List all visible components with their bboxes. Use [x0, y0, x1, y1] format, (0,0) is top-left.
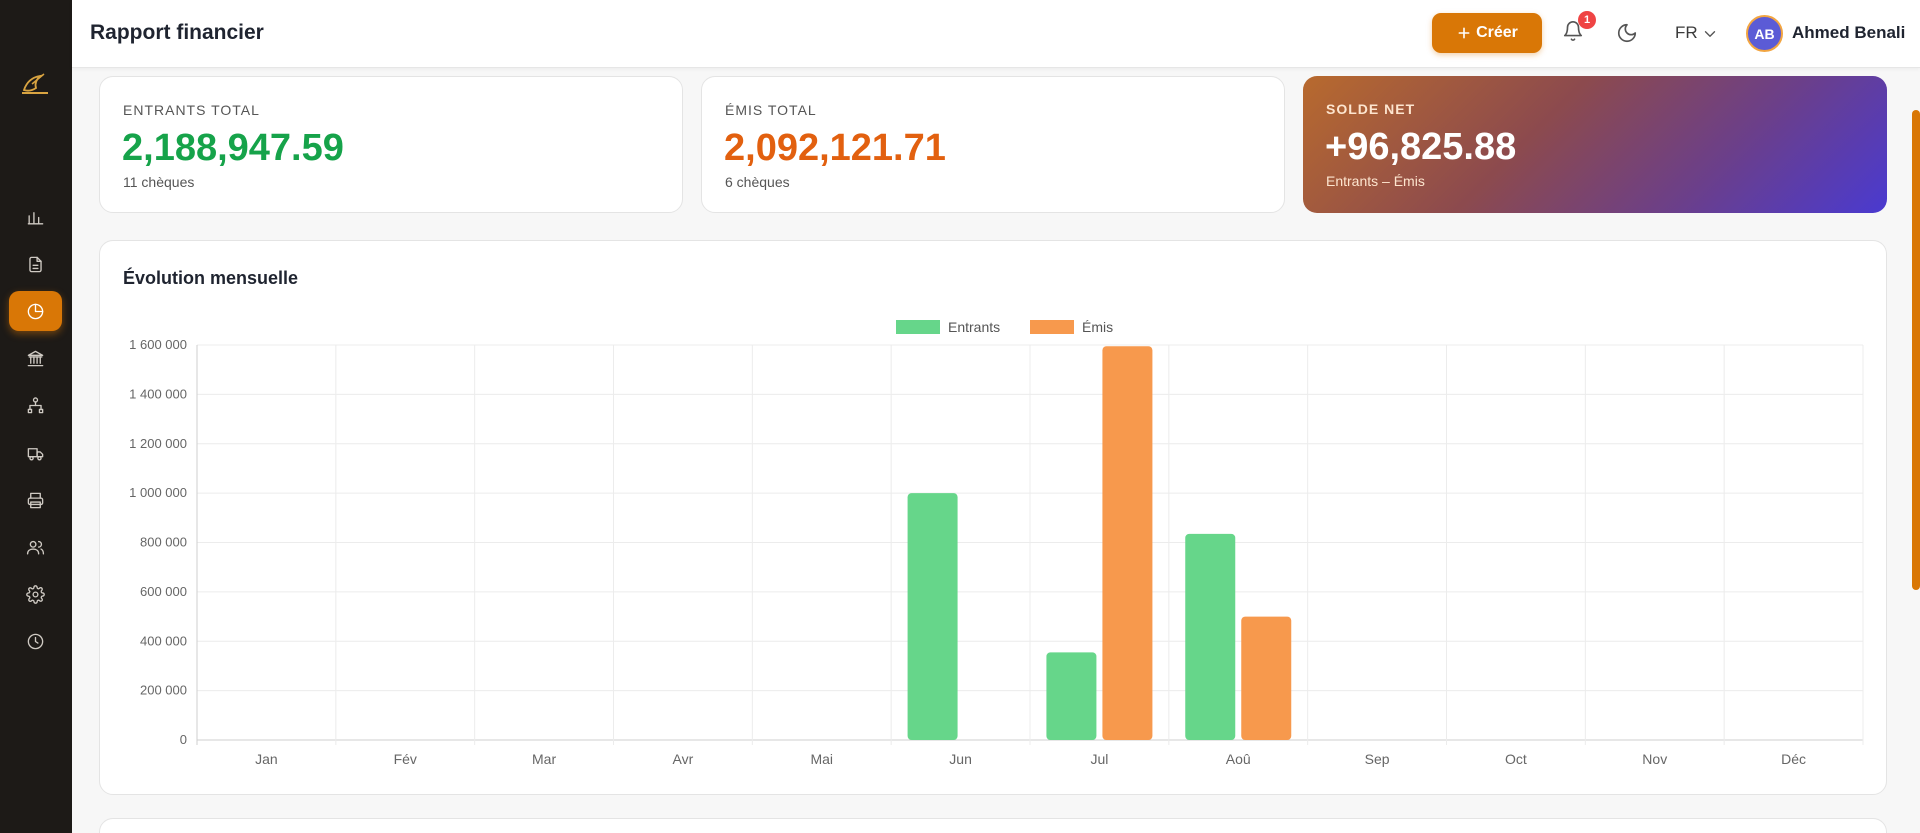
sidebar-item-network[interactable] — [9, 386, 62, 426]
sidebar-item-users[interactable] — [9, 527, 62, 567]
sidebar-item-settings[interactable] — [9, 575, 62, 615]
incoming-total-card: ENTRANTS TOTAL 2,188,947.59 11 chèques — [99, 76, 683, 213]
x-tick-label: Mar — [532, 751, 556, 767]
bar-entrants — [907, 493, 958, 740]
pie-chart-icon — [27, 303, 44, 320]
legend-label: Entrants — [948, 319, 1000, 335]
x-tick-label: Mai — [810, 751, 833, 767]
net-balance-card: SOLDE NET +96,825.88 Entrants – Émis — [1303, 76, 1887, 213]
sidebar-item-clock[interactable] — [9, 622, 62, 662]
y-tick-label: 1 000 000 — [129, 485, 187, 500]
chart-title: Évolution mensuelle — [123, 268, 299, 288]
issued-count: 6 chèques — [725, 174, 790, 190]
document-icon — [29, 256, 42, 272]
y-tick-label: 400 000 — [140, 633, 187, 648]
bar-chart-icon — [27, 211, 44, 225]
incoming-count: 11 chèques — [123, 174, 195, 190]
sidebar-item-pie-chart[interactable] — [9, 291, 62, 332]
bell-icon[interactable] — [1562, 20, 1588, 46]
bar-émis — [1241, 616, 1292, 740]
page-title: Rapport financier — [90, 21, 264, 44]
net-balance-value: +96,825.88 — [1325, 126, 1517, 168]
notification-badge: 1 — [1578, 11, 1596, 29]
truck-icon — [27, 447, 44, 461]
bar-entrants — [1046, 652, 1097, 740]
y-tick-label: 600 000 — [140, 584, 187, 599]
chevron-down-icon[interactable] — [1701, 25, 1719, 43]
y-tick-label: 1 200 000 — [129, 436, 187, 451]
monthly-chart-card: Évolution mensuelle 0 200 000 400 000 600 0… — [99, 240, 1887, 795]
sidebar-item-bar-chart[interactable] — [9, 197, 62, 237]
issued-total-label: ÉMIS TOTAL — [725, 102, 817, 118]
page-scrollbar[interactable] — [1912, 110, 1920, 590]
network-icon — [27, 397, 44, 414]
sidebar-item-truck[interactable] — [9, 433, 62, 473]
x-tick-label: Sep — [1365, 751, 1390, 767]
bar-émis — [1102, 346, 1153, 740]
settings-icon — [26, 585, 45, 604]
legend-swatch — [1030, 320, 1074, 334]
secondary-card — [99, 818, 1887, 833]
issued-total-value: 2,092,121.71 — [724, 127, 946, 169]
sidebar-item-printer[interactable] — [9, 480, 62, 520]
y-tick-label: 1 400 000 — [129, 386, 187, 401]
x-tick-label: Nov — [1642, 751, 1667, 767]
sidebar-item-bank[interactable] — [9, 339, 62, 379]
bar-entrants — [1185, 533, 1236, 740]
sidebar — [0, 0, 72, 833]
x-tick-label: Jul — [1090, 751, 1108, 767]
x-tick-label: Jun — [949, 751, 972, 767]
plus-icon — [1458, 27, 1470, 39]
legend-swatch — [896, 320, 940, 334]
y-tick-label: 0 — [180, 732, 187, 747]
bank-icon — [27, 350, 44, 367]
create-button[interactable]: Créer — [1432, 13, 1542, 53]
printer-icon — [27, 492, 44, 508]
x-tick-label: Oct — [1505, 751, 1527, 767]
create-label: Créer — [1476, 24, 1518, 41]
net-balance-label: SOLDE NET — [1326, 101, 1416, 117]
x-tick-label: Fév — [394, 751, 417, 767]
user-name[interactable]: Ahmed Benali — [1792, 23, 1906, 42]
clock-icon — [27, 633, 44, 650]
incoming-total-label: ENTRANTS TOTAL — [123, 102, 260, 118]
sidebar-item-document[interactable] — [9, 244, 62, 284]
x-tick-label: Déc — [1781, 751, 1806, 767]
y-tick-label: 1 600 000 — [129, 337, 187, 352]
x-tick-label: Avr — [673, 751, 694, 767]
moon-icon[interactable] — [1616, 22, 1638, 44]
y-tick-label: 200 000 — [140, 683, 187, 698]
y-tick-label: 800 000 — [140, 535, 187, 550]
avatar[interactable]: AB — [1746, 15, 1783, 52]
x-tick-label: Jan — [255, 751, 278, 767]
company-logo[interactable] — [18, 70, 52, 100]
net-balance-formula: Entrants – Émis — [1326, 173, 1425, 189]
incoming-total-value: 2,188,947.59 — [122, 127, 344, 169]
x-tick-label: Aoû — [1226, 751, 1251, 767]
language-selector[interactable]: FR — [1675, 23, 1698, 42]
issued-total-card: ÉMIS TOTAL 2,092,121.71 6 chèques — [701, 76, 1285, 213]
users-icon — [26, 540, 45, 555]
legend-label: Émis — [1082, 319, 1113, 335]
monthly-bar-chart: 0 200 000 400 000 600 000 800 000 1 000 000 1 … — [129, 319, 1864, 767]
top-header: Rapport financier Créer 1 FR AB Ahmed Be… — [72, 0, 1920, 68]
